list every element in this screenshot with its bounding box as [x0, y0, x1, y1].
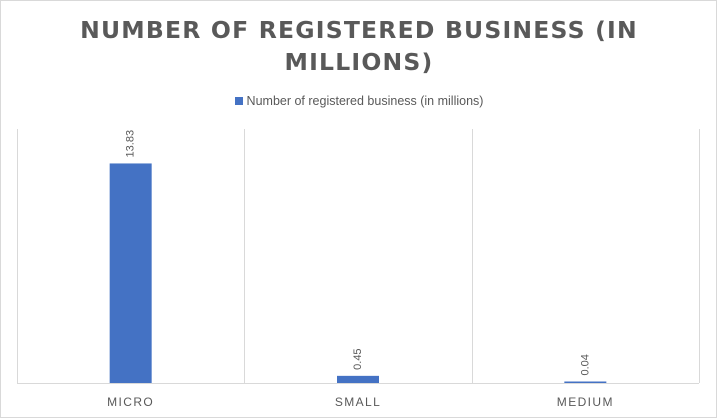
bar-medium: [564, 381, 607, 383]
data-label-medium: 0.04: [579, 354, 591, 375]
category-label-small: SMALL: [335, 395, 381, 409]
legend-label: Number of registered business (in millio…: [246, 94, 484, 108]
data-label-small: 0.45: [352, 348, 364, 369]
category-label-medium: MEDIUM: [557, 395, 614, 409]
legend: Number of registered business (in millio…: [0, 94, 718, 108]
data-label-micro: 13.83: [125, 130, 137, 158]
legend-swatch: [234, 97, 243, 105]
bar-small: [337, 375, 379, 383]
category-label-micro: MICRO: [107, 395, 154, 409]
bar-micro: [109, 163, 152, 383]
chart-title: NUMBER OF REGISTERED BUSINESS (IN MILLIO…: [80, 16, 638, 76]
